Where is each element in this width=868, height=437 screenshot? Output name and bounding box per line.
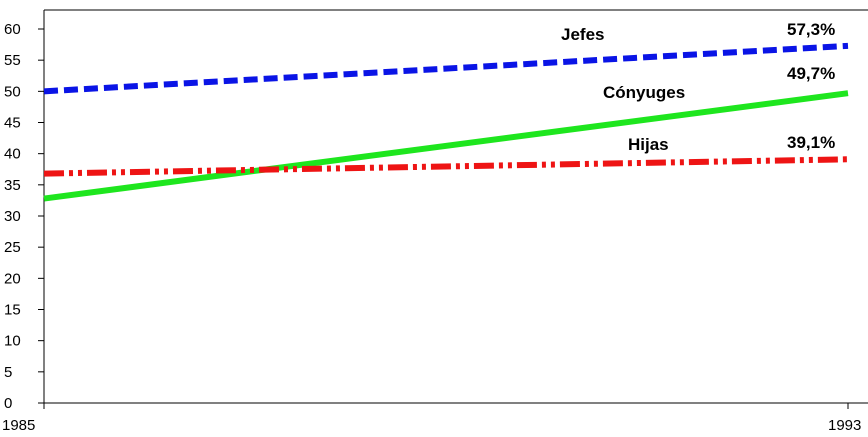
series-labels: Jefes 57,3% Cónyuges 49,7% Hijas 39,1%: [561, 20, 835, 154]
y-tick-label: 10: [4, 333, 21, 350]
series-line-jefes: [43, 42, 849, 95]
x-tick-label: 1985: [2, 417, 35, 434]
x-tick-label: 1993: [828, 417, 861, 434]
y-tick-label: 20: [4, 270, 21, 287]
y-tick-label: 40: [4, 146, 21, 163]
y-tick-label: 0: [4, 395, 12, 412]
end-value-jefes: 57,3%: [787, 20, 835, 39]
y-tick-label: 55: [4, 52, 21, 69]
y-tick-label: 35: [4, 177, 21, 194]
end-value-cnyuges: 49,7%: [787, 64, 835, 83]
y-axis-ticks: 0 5 10 15 20 25 30 35 40 45 50 55 60: [4, 21, 44, 412]
y-tick-label: 45: [4, 115, 21, 132]
series-name-hijas: Hijas: [628, 135, 669, 154]
x-axis-ticks: 1985 1993: [2, 403, 861, 434]
y-tick-label: 25: [4, 239, 21, 256]
series-line-hijas: [43, 156, 849, 177]
series-line-cnyuges: [43, 90, 849, 202]
y-tick-label: 30: [4, 208, 21, 225]
series-name-cnyuges: Cónyuges: [603, 83, 685, 102]
y-tick-label: 50: [4, 83, 21, 100]
end-value-hijas: 39,1%: [787, 133, 835, 152]
series-name-jefes: Jefes: [561, 25, 604, 44]
y-tick-label: 60: [4, 21, 21, 38]
y-tick-label: 5: [4, 364, 12, 381]
y-tick-label: 15: [4, 302, 21, 319]
series-lines: [43, 42, 849, 202]
